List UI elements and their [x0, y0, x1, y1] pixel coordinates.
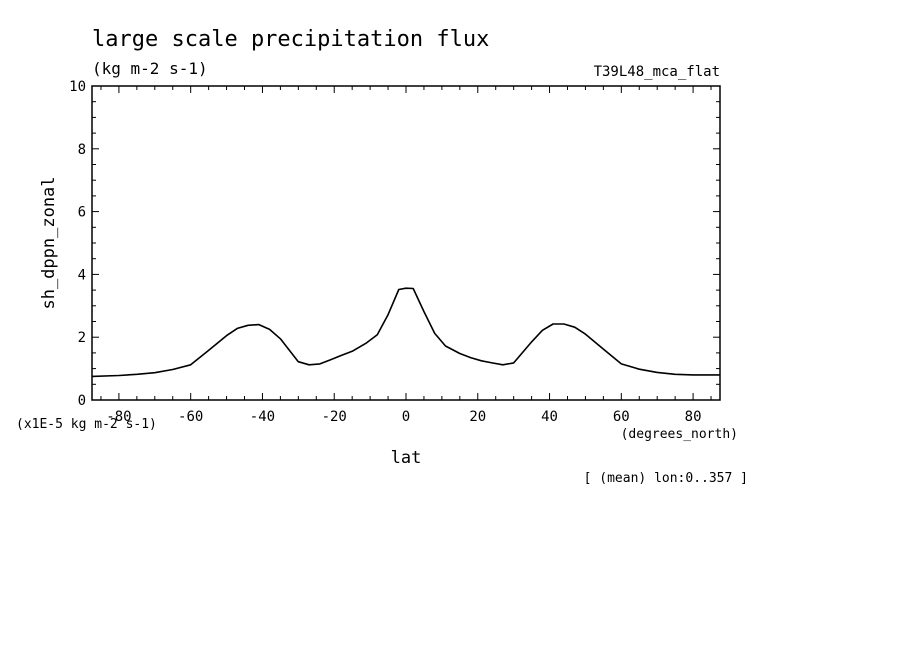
dataset-label: T39L48_mca_flat: [594, 64, 720, 80]
x-tick-label: 80: [685, 409, 702, 425]
x-tick-label: -80: [106, 409, 131, 425]
y-ticks: 0 2 4 6 8 10: [69, 79, 720, 409]
chart-title: large scale precipitation flux: [92, 27, 489, 52]
x-tick-label: -60: [178, 409, 203, 425]
x-tick-label: 60: [613, 409, 630, 425]
plot-frame: [91, 85, 721, 401]
y-tick-label: 4: [78, 267, 86, 283]
chart-subtitle: (kg m-2 s-1): [92, 59, 208, 78]
y-tick-label: 6: [78, 205, 86, 221]
x-ticks: -80 -60 -40 -20 0 20 40 60 80: [100, 86, 712, 425]
x-axis-units: (degrees_north): [621, 427, 738, 442]
y-axis-units: (x1E-5 kg m-2 s-1): [16, 417, 157, 432]
y-tick-label: 10: [69, 79, 86, 95]
y-tick-label: 0: [78, 393, 86, 409]
x-axis-label: lat: [391, 448, 422, 468]
x-tick-label: 20: [469, 409, 486, 425]
y-tick-label: 2: [78, 330, 86, 346]
x-tick-label: -40: [250, 409, 275, 425]
y-axis-label: sh_dppn_zonal: [39, 176, 59, 309]
x-tick-label: 0: [402, 409, 410, 425]
x-tick-label: -20: [322, 409, 347, 425]
y-tick-label: 8: [78, 142, 86, 158]
footnote: [ (mean) lon:0..357 ]: [584, 471, 748, 486]
x-tick-label: 40: [541, 409, 558, 425]
series-line: [91, 287, 720, 378]
